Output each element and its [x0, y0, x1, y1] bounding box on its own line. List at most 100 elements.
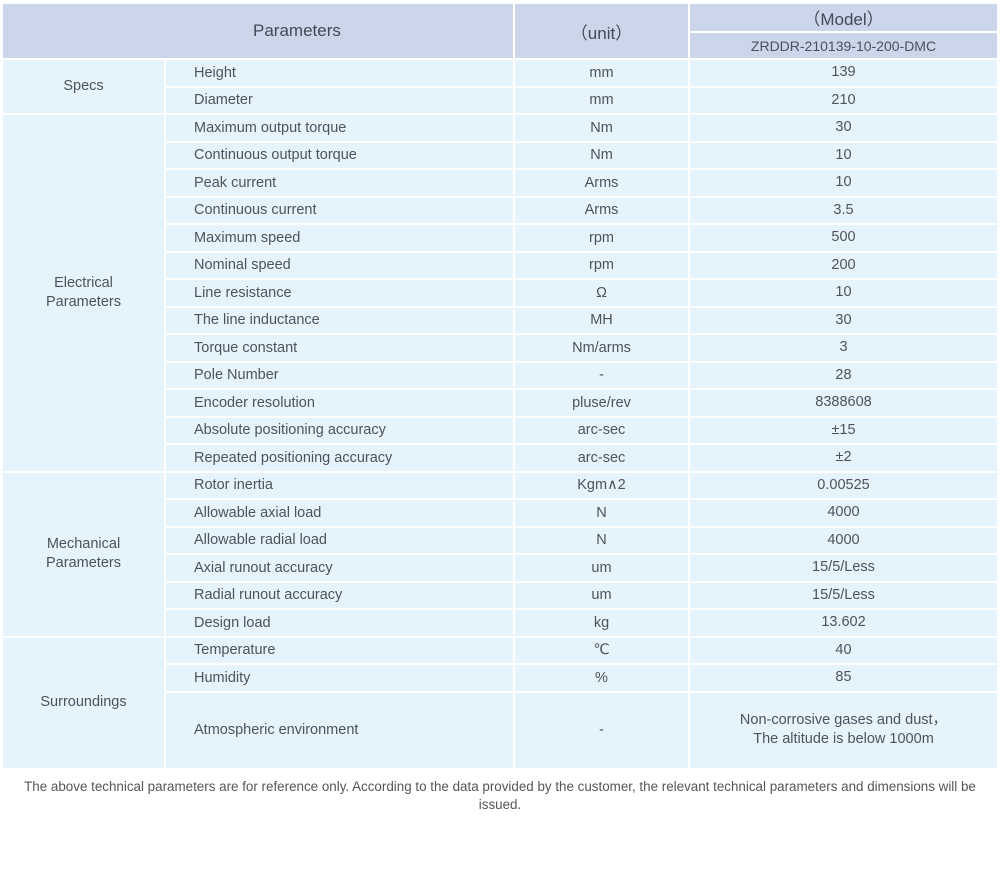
- value-cell: 3.5: [689, 196, 998, 224]
- value-cell: 10: [689, 141, 998, 169]
- value-cell: 3: [689, 334, 998, 362]
- unit-cell: MH: [514, 306, 689, 334]
- table-row: Nominal speed rpm 200: [2, 251, 998, 279]
- header-unit: （unit）: [514, 3, 689, 59]
- unit-cell: Arms: [514, 196, 689, 224]
- unit-cell: pluse/rev: [514, 389, 689, 417]
- unit-cell: Kgm∧2: [514, 471, 689, 499]
- value-cell: ±15: [689, 416, 998, 444]
- table-body: Specs Height mm 139 Diameter mm 210 Electrical …: [2, 59, 998, 769]
- value-cell: Non-corrosive gases and dust， The altitu…: [689, 691, 998, 769]
- param-cell: Height: [165, 59, 514, 87]
- unit-cell: N: [514, 499, 689, 527]
- unit-cell: rpm: [514, 251, 689, 279]
- table-row: Line resistance Ω 10: [2, 279, 998, 307]
- param-cell: Humidity: [165, 664, 514, 692]
- value-cell: 40: [689, 636, 998, 664]
- unit-cell: um: [514, 581, 689, 609]
- value-cell: 8388608: [689, 389, 998, 417]
- table-row: Encoder resolution pluse/rev 8388608: [2, 389, 998, 417]
- table-row: Absolute positioning accuracy arc-sec ±15: [2, 416, 998, 444]
- unit-cell: Nm: [514, 141, 689, 169]
- value-cell: 4000: [689, 526, 998, 554]
- value-cell: 10: [689, 279, 998, 307]
- group-cell-electrical-parameters: Electrical Parameters: [2, 114, 165, 472]
- unit-cell: kg: [514, 609, 689, 637]
- param-cell: The line inductance: [165, 306, 514, 334]
- param-cell: Allowable axial load: [165, 499, 514, 527]
- table-header: Parameters （unit） （Model） ZRDDR-210139-1…: [2, 3, 998, 59]
- param-cell: Torque constant: [165, 334, 514, 362]
- header-parameters: Parameters: [2, 3, 514, 59]
- param-cell: Peak current: [165, 169, 514, 197]
- value-cell: 28: [689, 361, 998, 389]
- param-cell: Continuous output torque: [165, 141, 514, 169]
- table-row: Peak current Arms 10: [2, 169, 998, 197]
- unit-cell: mm: [514, 59, 689, 87]
- group-cell-specs: Specs: [2, 59, 165, 114]
- unit-cell: Ω: [514, 279, 689, 307]
- unit-cell: ℃: [514, 636, 689, 664]
- param-cell: Diameter: [165, 86, 514, 114]
- table-row: Specs Height mm 139: [2, 59, 998, 114]
- param-cell: Pole Number: [165, 361, 514, 389]
- param-cell: Nominal speed: [165, 251, 514, 279]
- value-cell: 4000: [689, 499, 998, 527]
- value-cell: 30: [689, 114, 998, 142]
- param-cell: Atmospheric environment: [165, 691, 514, 769]
- table-row: Radial runout accuracy um 15/5/Less: [2, 581, 998, 609]
- unit-cell: Arms: [514, 169, 689, 197]
- value-cell: 15/5/Less: [689, 581, 998, 609]
- unit-cell: arc-sec: [514, 444, 689, 472]
- value-cell: 500: [689, 224, 998, 252]
- param-cell: Design load: [165, 609, 514, 637]
- unit-cell: rpm: [514, 224, 689, 252]
- value-cell: 30: [689, 306, 998, 334]
- unit-cell: N: [514, 526, 689, 554]
- param-cell: Encoder resolution: [165, 389, 514, 417]
- footer-note: The above technical parameters are for r…: [24, 778, 976, 812]
- spec-table: Parameters （unit） （Model） ZRDDR-210139-1…: [2, 3, 998, 769]
- table-row: Design load kg 13.602: [2, 609, 998, 637]
- table-row: The line inductance MH 30: [2, 306, 998, 334]
- table-row: Allowable radial load N 4000: [2, 526, 998, 554]
- value-cell: 10: [689, 169, 998, 197]
- group-cell-mechanical-parameters: Mechanical Parameters: [2, 471, 165, 637]
- table-row: Repeated positioning accuracy arc-sec ±2: [2, 444, 998, 472]
- unit-cell: arc-sec: [514, 416, 689, 444]
- unit-cell: %: [514, 664, 689, 692]
- value-cell: 15/5/Less: [689, 554, 998, 582]
- param-cell: Maximum output torque: [165, 114, 514, 142]
- value-cell: 85: [689, 664, 998, 692]
- param-cell: Maximum speed: [165, 224, 514, 252]
- group-cell-surroundings: Surroundings: [2, 636, 165, 769]
- value-cell: 200: [689, 251, 998, 279]
- table-row: Continuous current Arms 3.5: [2, 196, 998, 224]
- value-cell: 139: [689, 59, 998, 87]
- table-row: Pole Number -28: [2, 361, 998, 389]
- unit-cell: Nm: [514, 114, 689, 142]
- table-row: Humidity% 85: [2, 664, 998, 692]
- value-cell: 0.00525: [689, 471, 998, 499]
- table-row: Torque constant Nm/arms 3: [2, 334, 998, 362]
- header-model-value: ZRDDR-210139-10-200-DMC: [689, 32, 998, 59]
- table-row: Surroundings Temperature ℃ 40: [2, 636, 998, 769]
- value-cell: ±2: [689, 444, 998, 472]
- unit-cell: Nm/arms: [514, 334, 689, 362]
- param-cell: Repeated positioning accuracy: [165, 444, 514, 472]
- param-cell: Axial runout accuracy: [165, 554, 514, 582]
- unit-cell: mm: [514, 86, 689, 114]
- param-cell: Continuous current: [165, 196, 514, 224]
- param-cell: Line resistance: [165, 279, 514, 307]
- param-cell: Temperature: [165, 636, 514, 664]
- header-model: （Model）: [689, 3, 998, 32]
- unit-cell: -: [514, 691, 689, 769]
- table-row: Allowable axial load N 4000: [2, 499, 998, 527]
- param-cell: Rotor inertia: [165, 471, 514, 499]
- table-row: Electrical Parameters Maximum output torq…: [2, 114, 998, 472]
- value-cell: 210: [689, 86, 998, 114]
- param-cell: Allowable radial load: [165, 526, 514, 554]
- table-row: Maximum speed rpm 500: [2, 224, 998, 252]
- table-row: Axial runout accuracy um 15/5/Less: [2, 554, 998, 582]
